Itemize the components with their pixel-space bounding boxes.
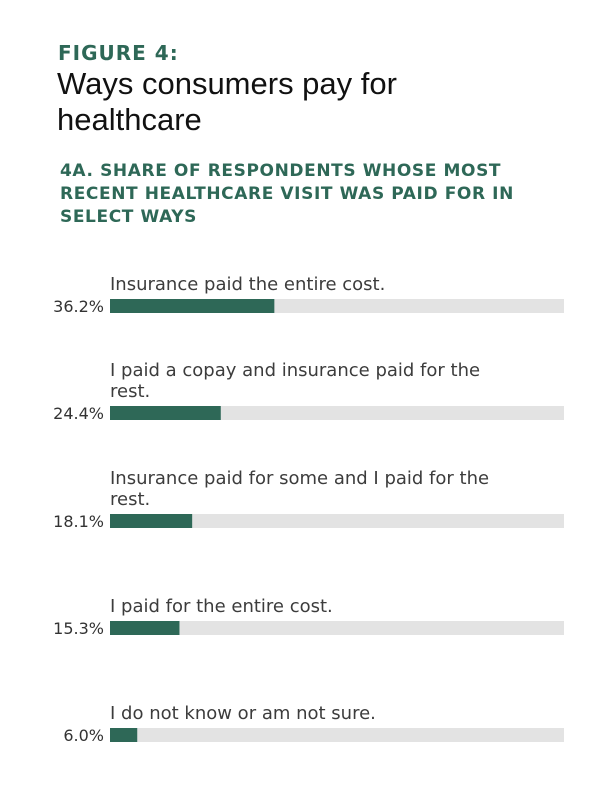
data-bar	[110, 621, 180, 635]
value-label: 6.0%	[63, 726, 104, 745]
category-label: rest.	[110, 381, 150, 402]
figure-number: FIGURE 4:	[58, 41, 179, 65]
bar-track	[110, 728, 564, 742]
data-bar	[110, 406, 221, 420]
category-label: I do not know or am not sure.	[110, 703, 376, 724]
data-bar	[110, 514, 193, 528]
category-label: Insurance paid for some and I paid for t…	[110, 468, 489, 489]
value-label: 15.3%	[53, 619, 104, 638]
bar-track	[110, 406, 564, 420]
data-bar	[110, 299, 275, 313]
figure-title: Ways consumers pay for healthcare	[57, 66, 397, 137]
category-label: rest.	[110, 489, 150, 510]
category-label: I paid a copay and insurance paid for th…	[110, 360, 480, 381]
category-label: I paid for the entire cost.	[110, 596, 333, 617]
value-label: 36.2%	[53, 297, 104, 316]
data-bar	[110, 728, 138, 742]
bar-track	[110, 514, 564, 528]
value-label: 24.4%	[53, 404, 104, 423]
category-label: Insurance paid the entire cost.	[110, 274, 385, 295]
chart-subtitle: 4A. SHARE OF RESPONDENTS WHOSE MOST RECE…	[60, 161, 514, 227]
value-label: 18.1%	[53, 512, 104, 531]
bar-track	[110, 621, 564, 635]
